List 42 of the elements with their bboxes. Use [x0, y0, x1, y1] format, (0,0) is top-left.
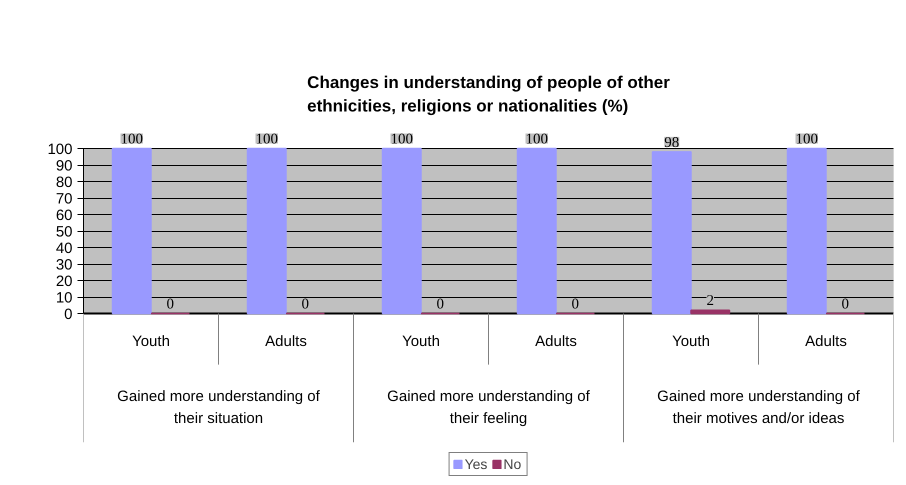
x-tick-label: Youth: [132, 333, 170, 350]
text: Gained more understanding of their motives and/or ideas: [657, 388, 861, 428]
bar: [516, 148, 557, 314]
bar: [652, 151, 692, 314]
data-label: 0: [166, 296, 174, 313]
x-tick-label: Adults: [805, 333, 847, 350]
y-tick-label: 40: [56, 240, 73, 258]
data-label: 100: [390, 132, 414, 148]
data-label: 0: [436, 296, 444, 313]
bar: [112, 148, 152, 314]
y-tick-label: 60: [56, 207, 73, 224]
data-label: 0: [301, 296, 309, 313]
data-label: 98: [664, 134, 680, 151]
y-tick-label: 100: [47, 141, 73, 158]
y-tick-label: 0: [64, 306, 72, 324]
y-tick-label: 30: [56, 256, 73, 274]
bar: [786, 148, 827, 314]
bar: [246, 148, 287, 314]
bar: [690, 309, 730, 314]
y-tick-label: 90: [56, 158, 73, 175]
data-label: 100: [120, 132, 144, 148]
data-label: 0: [571, 296, 579, 313]
data-label: 100: [796, 132, 818, 148]
data-label: 2: [706, 293, 714, 310]
x-tick-label: Youth: [672, 333, 710, 350]
bar: [382, 148, 422, 314]
x-tick-label: Youth: [402, 333, 440, 350]
y-tick-label: 80: [56, 174, 73, 192]
y-tick-label: 20: [56, 273, 73, 290]
x-tick-label: Adults: [535, 333, 577, 350]
data-label: 100: [526, 132, 548, 148]
y-tick-label: 70: [56, 190, 73, 208]
chart-title: Changes in understanding of people of other ethnicities, religions or nationalities (%): [307, 72, 670, 116]
y-tick-label: 10: [56, 290, 73, 307]
text: Gained more understanding of their situation: [117, 388, 321, 428]
text: Gained more understanding of their feeling: [387, 388, 591, 428]
y-tick-label: 50: [56, 224, 73, 241]
data-label: 0: [841, 296, 849, 313]
legend-label: Yes: [464, 456, 488, 472]
x-tick-label: Adults: [265, 333, 307, 350]
legend-label: No: [503, 456, 522, 472]
data-label: 100: [256, 132, 278, 148]
